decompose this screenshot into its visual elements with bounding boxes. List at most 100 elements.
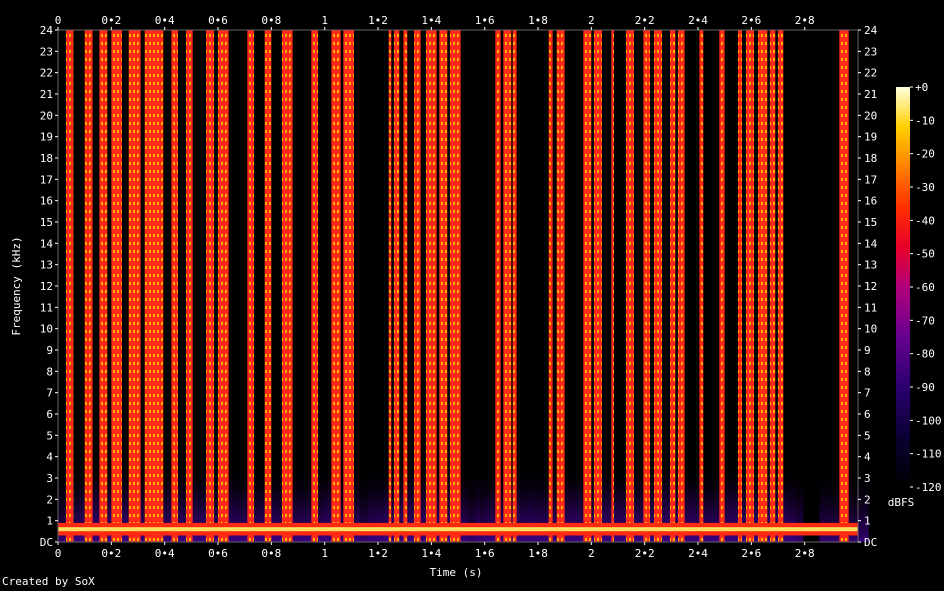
burst-9: [218, 30, 229, 542]
colorbar-ticks: +0 -10 -20 -30 -40 -50 -60 -70 -80 -90 -100 -110 -12…: [910, 81, 942, 494]
x-tick-label-top: 2•6: [741, 14, 761, 27]
burst-19: [414, 30, 421, 542]
y-tick-label-right: 15: [864, 216, 877, 229]
burst-20: [426, 30, 437, 542]
burst-32: [643, 30, 650, 542]
burst-37: [719, 30, 725, 542]
y-ticks-right: DC12345678910111213141516171819202122232…: [858, 24, 878, 549]
y-tick-label-right: 5: [864, 429, 871, 442]
x-tick-label-top: 0•6: [208, 14, 228, 27]
burst-42: [778, 30, 784, 542]
x-tick-label-top: 2•8: [795, 14, 815, 27]
y-tick-label-left: 13: [40, 259, 53, 272]
burst-33: [654, 30, 662, 542]
y-tick-label-right: DC: [864, 536, 877, 549]
colorbar-tick-label: -110: [915, 448, 942, 461]
x-tick-label-bottom: 0•8: [261, 547, 281, 560]
burst-28: [583, 30, 592, 542]
burst-35: [678, 30, 685, 542]
x-tick-label-top: 0•4: [155, 14, 175, 27]
x-tick-label-bottom: 1•6: [475, 547, 495, 560]
burst-40: [758, 30, 768, 542]
y-tick-label-left: 2: [46, 493, 53, 506]
y-tick-label-left: 7: [46, 387, 53, 400]
colorbar-tick-label: -70: [915, 314, 935, 327]
burst-21: [439, 30, 448, 542]
colorbar-tick-label: -50: [915, 248, 935, 261]
colorbar-label: dBFS: [888, 496, 915, 509]
y-tick-label-left: 22: [40, 67, 53, 80]
y-tick-label-right: 14: [864, 237, 878, 250]
y-tick-label-left: 15: [40, 216, 53, 229]
y-tick-label-left: 3: [46, 472, 53, 485]
burst-27: [556, 30, 565, 542]
y-tick-label-right: 6: [864, 408, 871, 421]
burst-36: [699, 30, 704, 542]
burst-2: [99, 30, 108, 542]
y-tick-label-right: 21: [864, 88, 877, 101]
burst-3: [111, 30, 122, 542]
burst-8: [206, 30, 214, 542]
x-tick-label-bottom: 2•4: [688, 547, 708, 560]
y-ticks-left: DC12345678910111213141516171819202122232…: [40, 24, 58, 549]
colorbar-tick-label: -100: [915, 414, 942, 427]
x-ticks-top: 0 0•2 0•4 0•6 0•8 1 1•2 1•4 1•6 1•8 2 2•2 2•4 2•6 2•8: [55, 14, 815, 30]
y-axis-label: Frequency (kHz): [10, 236, 23, 335]
y-tick-label-left: 23: [40, 45, 53, 58]
colorbar: [896, 87, 910, 487]
broadband-bursts: [66, 30, 849, 542]
colorbar-tick-label: -90: [915, 381, 935, 394]
burst-24: [503, 30, 512, 542]
burst-10: [247, 30, 254, 542]
y-tick-label-right: 24: [864, 24, 878, 37]
burst-26: [548, 30, 553, 542]
y-tick-label-left: 12: [40, 280, 53, 293]
colorbar-tick-label: -20: [915, 148, 935, 161]
x-tick-label-top: 1•8: [528, 14, 548, 27]
y-tick-label-right: 8: [864, 365, 871, 378]
low-frequency-band: [58, 522, 858, 536]
y-tick-label-right: 13: [864, 259, 877, 272]
burst-14: [331, 30, 341, 542]
y-tick-label-left: DC: [40, 536, 53, 549]
y-tick-label-left: 10: [40, 323, 53, 336]
y-tick-label-left: 24: [40, 24, 54, 37]
y-tick-label-left: 4: [46, 451, 53, 464]
x-tick-label-top: 1: [321, 14, 328, 27]
burst-22: [450, 30, 461, 542]
x-tick-label-top: 0•8: [261, 14, 281, 27]
x-tick-label-top: 0•2: [101, 14, 121, 27]
x-tick-label-bottom: 0: [55, 547, 62, 560]
x-tick-label-bottom: 2: [588, 547, 595, 560]
y-tick-label-right: 19: [864, 131, 877, 144]
x-tick-label-bottom: 2•2: [635, 547, 655, 560]
x-axis-label: Time (s): [430, 566, 483, 579]
burst-31: [626, 30, 634, 542]
x-tick-label-top: 2•4: [688, 14, 708, 27]
colorbar-tick-label: -40: [915, 214, 935, 227]
burst-1: [84, 30, 93, 542]
colorbar-tick-label: -120: [915, 481, 942, 494]
y-tick-label-left: 17: [40, 173, 53, 186]
x-tick-label-top: 1•4: [421, 14, 441, 27]
burst-11: [264, 30, 272, 542]
y-tick-label-right: 12: [864, 280, 877, 293]
y-tick-label-right: 11: [864, 301, 877, 314]
band-core: [58, 527, 858, 532]
x-tick-label-bottom: 1: [321, 547, 328, 560]
y-tick-label-right: 1: [864, 515, 871, 528]
y-tick-label-left: 9: [46, 344, 53, 357]
y-tick-label-right: 4: [864, 451, 871, 464]
burst-29: [594, 30, 602, 542]
x-tick-label-bottom: 2•8: [795, 547, 815, 560]
x-tick-label-top: 1•6: [475, 14, 495, 27]
y-tick-label-right: 7: [864, 387, 871, 400]
burst-43: [839, 30, 849, 542]
y-tick-label-right: 9: [864, 344, 871, 357]
y-tick-label-right: 22: [864, 67, 877, 80]
x-tick-label-bottom: 1•4: [421, 547, 441, 560]
y-tick-label-right: 2: [864, 493, 871, 506]
burst-4: [128, 30, 141, 542]
x-tick-label-top: 1•2: [368, 14, 388, 27]
